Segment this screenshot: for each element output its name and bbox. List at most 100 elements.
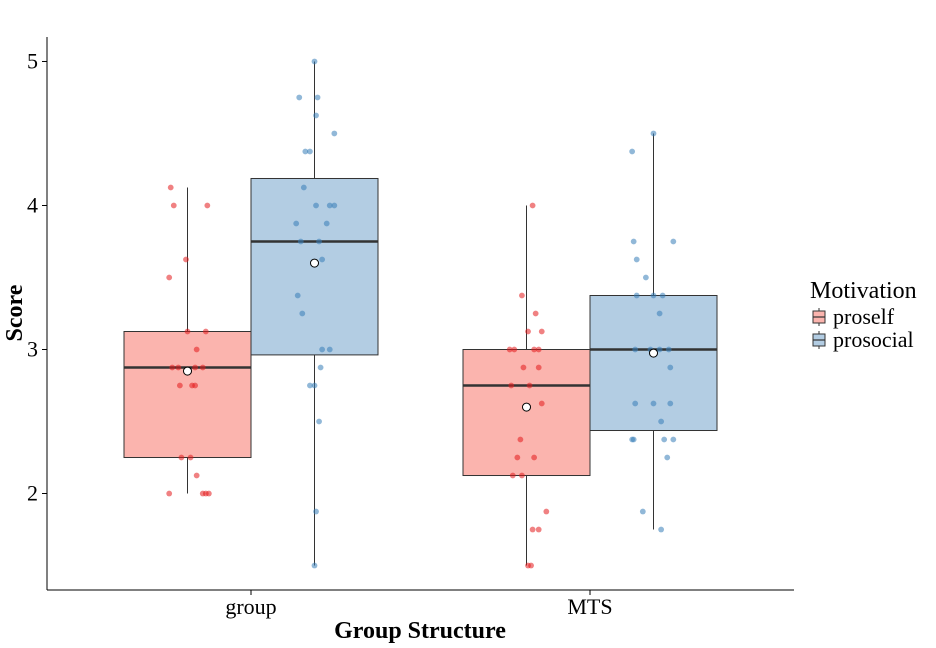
data-point <box>665 346 672 353</box>
data-point <box>664 454 671 461</box>
data-point <box>538 400 545 407</box>
data-point <box>535 346 542 353</box>
box-group-proself-group <box>123 184 252 497</box>
data-point <box>296 94 303 101</box>
legend-label: proself <box>833 304 895 329</box>
data-point <box>193 472 200 479</box>
data-point <box>316 238 322 245</box>
data-point <box>535 364 542 371</box>
legend-title: Motivation <box>810 278 917 304</box>
data-point <box>630 436 637 443</box>
data-point <box>543 508 550 515</box>
data-point <box>633 292 640 299</box>
data-point <box>517 436 524 443</box>
data-point <box>514 454 521 461</box>
box-group-proself-MTS <box>462 202 591 569</box>
data-point <box>297 238 304 245</box>
data-point <box>538 328 545 335</box>
data-point <box>326 202 333 209</box>
mean-marker <box>183 366 192 376</box>
data-point <box>319 346 326 353</box>
data-point <box>178 454 185 461</box>
data-point <box>529 202 536 209</box>
y-tick-label: 4 <box>27 192 38 217</box>
data-point <box>317 364 324 371</box>
data-point <box>183 256 189 263</box>
x-tick-label: MTS <box>567 594 612 619</box>
data-point <box>629 148 636 155</box>
data-point <box>202 328 209 335</box>
data-point <box>192 382 199 389</box>
data-point <box>192 364 199 371</box>
data-point <box>193 346 200 353</box>
data-point <box>632 400 639 407</box>
data-point <box>294 292 301 299</box>
data-point <box>204 202 211 209</box>
data-point <box>650 400 657 407</box>
data-point <box>299 310 306 317</box>
y-tick-label: 3 <box>27 337 38 362</box>
data-point <box>166 274 173 281</box>
axes: 2 3 4 5 group MTS <box>27 37 794 619</box>
data-point <box>519 292 525 299</box>
data-point <box>650 130 657 137</box>
data-point <box>176 382 183 389</box>
data-point <box>670 238 677 245</box>
data-point <box>667 400 674 407</box>
data-point <box>307 148 313 155</box>
data-point <box>169 364 176 371</box>
data-point <box>528 562 534 569</box>
y-tick-label: 5 <box>27 48 38 73</box>
data-point <box>313 202 319 209</box>
data-point <box>650 292 657 299</box>
box-group-prosocial-group <box>250 58 379 569</box>
data-point <box>659 292 666 299</box>
data-point <box>531 346 538 353</box>
data-point <box>642 274 649 281</box>
data-point <box>293 220 300 227</box>
legend-entry-prosocial: prosocial <box>812 327 914 352</box>
y-axis-title: Score <box>2 284 28 341</box>
data-point <box>633 256 640 263</box>
data-point <box>300 184 307 191</box>
data-point <box>526 382 533 389</box>
data-point <box>326 346 333 353</box>
data-point <box>311 58 318 65</box>
data-point <box>661 436 668 443</box>
x-tick-label: group <box>225 594 276 619</box>
box-iqr <box>462 349 591 477</box>
y-tick-label: 2 <box>27 481 38 506</box>
box-group-prosocial-MTS <box>589 130 718 533</box>
data-point <box>167 184 174 191</box>
data-point <box>639 508 646 515</box>
data-point <box>531 454 538 461</box>
data-point <box>529 526 536 533</box>
data-point <box>313 112 319 119</box>
data-point <box>656 346 663 353</box>
data-point <box>632 346 639 353</box>
mean-marker <box>649 348 658 358</box>
data-point <box>187 454 194 461</box>
data-point <box>307 382 313 389</box>
data-point <box>670 436 677 443</box>
data-point <box>509 472 516 479</box>
data-point <box>508 382 515 389</box>
data-point <box>331 130 338 137</box>
data-point <box>316 418 322 425</box>
legend-label: prosocial <box>833 327 914 352</box>
data-point <box>506 346 513 353</box>
data-point <box>314 94 321 101</box>
data-point <box>331 202 338 209</box>
box-iqr <box>123 331 252 459</box>
mean-marker <box>310 258 319 268</box>
data-point <box>656 310 663 317</box>
legend-entry-proself: proself <box>812 304 895 329</box>
data-point <box>535 526 542 533</box>
data-point <box>658 526 665 533</box>
data-point <box>311 562 318 569</box>
data-point <box>630 238 637 245</box>
data-point <box>323 220 330 227</box>
data-point <box>519 472 525 479</box>
